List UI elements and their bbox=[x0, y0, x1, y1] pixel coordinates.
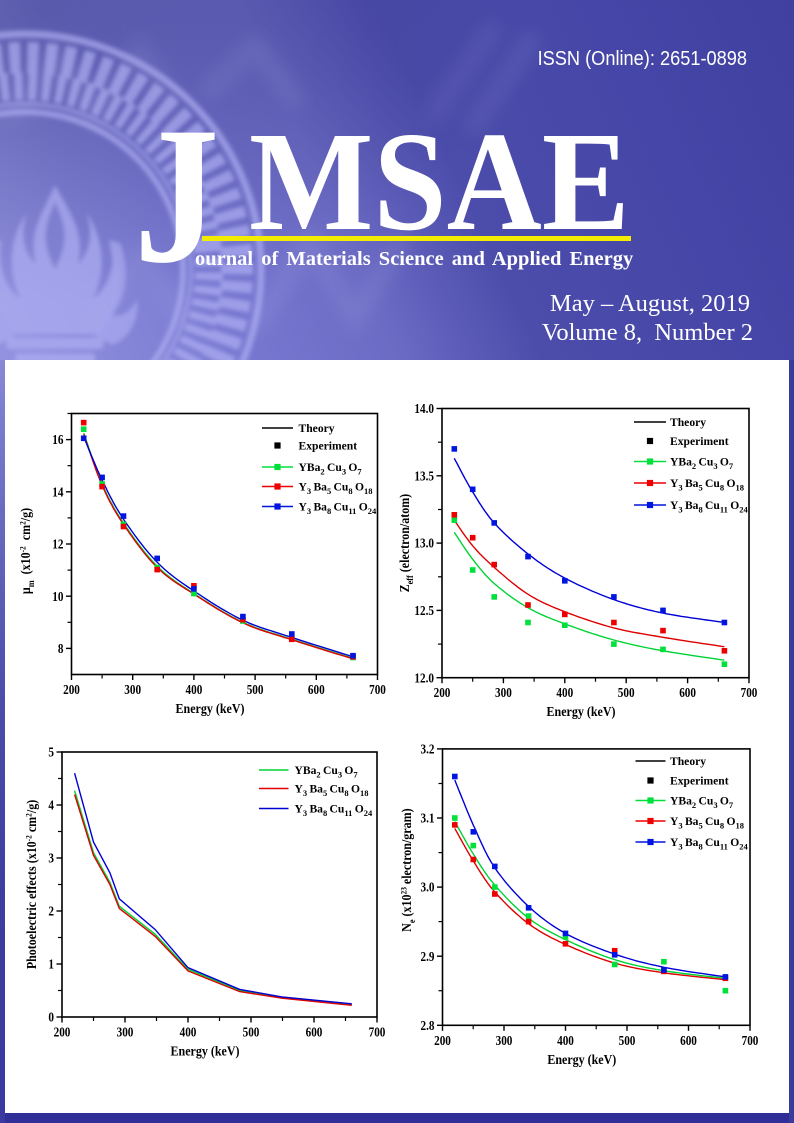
svg-text:12: 12 bbox=[52, 537, 63, 552]
svg-text:1: 1 bbox=[48, 957, 54, 972]
svg-text:16: 16 bbox=[52, 432, 63, 447]
svg-text:400: 400 bbox=[557, 1033, 574, 1048]
svg-text:500: 500 bbox=[618, 685, 635, 700]
svg-text:Experiment: Experiment bbox=[299, 440, 358, 453]
svg-text:YBa2​ Cu3​ O7​: YBa2​ Cu3​ O7​ bbox=[670, 795, 734, 810]
svg-text:200: 200 bbox=[54, 1025, 71, 1040]
svg-text:300: 300 bbox=[117, 1025, 134, 1040]
svg-text:Y3​ Ba8​ Cu11​ O24​: Y3​ Ba8​ Cu11​ O24​ bbox=[295, 803, 374, 818]
svg-text:Y3​ Ba8​ Cu11​ O24​: Y3​ Ba8​ Cu11​ O24​ bbox=[670, 499, 749, 514]
svg-text:400: 400 bbox=[180, 1025, 197, 1040]
svg-text:500: 500 bbox=[619, 1033, 636, 1048]
svg-text:0: 0 bbox=[48, 1010, 54, 1025]
svg-text:400: 400 bbox=[556, 685, 573, 700]
svg-text:YBa2​ Cu3​ O7​: YBa2​ Cu3​ O7​ bbox=[295, 764, 359, 779]
svg-text:400: 400 bbox=[186, 682, 203, 697]
svg-text:14.0: 14.0 bbox=[414, 401, 434, 416]
svg-text:Experiment: Experiment bbox=[670, 775, 729, 788]
svg-text:3.0: 3.0 bbox=[421, 880, 435, 895]
svg-text:2: 2 bbox=[48, 904, 54, 919]
svg-text:Zeff​ (electron/atom): Zeff​ (electron/atom) bbox=[398, 494, 415, 593]
svg-text:12.5: 12.5 bbox=[414, 603, 434, 618]
svg-text:13.0: 13.0 bbox=[414, 536, 434, 551]
svg-text:600: 600 bbox=[306, 1025, 323, 1040]
svg-text:8: 8 bbox=[58, 641, 64, 656]
svg-text:Y3​ Ba5​ Cu8​ O18​: Y3​ Ba5​ Cu8​ O18​ bbox=[670, 815, 744, 830]
svg-text:Experiment: Experiment bbox=[670, 435, 729, 448]
svg-text:700: 700 bbox=[742, 1033, 759, 1048]
svg-text:600: 600 bbox=[308, 682, 325, 697]
svg-text:Energy (keV): Energy (keV) bbox=[171, 1043, 240, 1059]
svg-text:3: 3 bbox=[48, 851, 54, 866]
svg-text:Energy (keV): Energy (keV) bbox=[547, 1051, 616, 1067]
svg-text:Y3​ Ba5​ Cu8​ O18​: Y3​ Ba5​ Cu8​ O18​ bbox=[670, 477, 744, 492]
svg-text:200: 200 bbox=[434, 685, 451, 700]
svg-text:Ne​ (x1023​ electron/gram): Ne​ (x1023​ electron/gram) bbox=[398, 808, 417, 931]
svg-text:700: 700 bbox=[741, 685, 758, 700]
svg-text:600: 600 bbox=[679, 685, 696, 700]
svg-text:12.0: 12.0 bbox=[414, 670, 434, 685]
svg-text:300: 300 bbox=[495, 685, 512, 700]
svg-text:2.8: 2.8 bbox=[421, 1018, 435, 1033]
svg-text:13.5: 13.5 bbox=[414, 468, 434, 483]
svg-text:600: 600 bbox=[680, 1033, 697, 1048]
svg-text:Photoelectric effects (x10-2​: Photoelectric effects (x10-2​ cm2​/g) bbox=[23, 800, 39, 969]
svg-text:Y3​ Ba8​ Cu11​ O24​: Y3​ Ba8​ Cu11​ O24​ bbox=[299, 501, 378, 516]
svg-text:3.2: 3.2 bbox=[421, 742, 435, 757]
svg-text:700: 700 bbox=[369, 682, 386, 697]
svg-text:μm​ (x10-2​ cm2​/g): μm​ (x10-2​ cm2​/g) bbox=[17, 508, 36, 594]
svg-text:Theory: Theory bbox=[670, 755, 706, 768]
svg-text:700: 700 bbox=[369, 1025, 386, 1040]
svg-text:500: 500 bbox=[247, 682, 264, 697]
svg-text:YBa2​ Cu3​ O7​: YBa2​ Cu3​ O7​ bbox=[670, 456, 734, 471]
svg-text:3.1: 3.1 bbox=[421, 811, 435, 826]
svg-text:YBa2​ Cu3​ O7​: YBa2​ Cu3​ O7​ bbox=[299, 461, 363, 476]
svg-text:2.9: 2.9 bbox=[421, 949, 435, 964]
svg-text:500: 500 bbox=[243, 1025, 260, 1040]
svg-text:Y3​ Ba8​ Cu11​ O24​: Y3​ Ba8​ Cu11​ O24​ bbox=[670, 836, 749, 851]
svg-text:14: 14 bbox=[52, 484, 63, 499]
svg-text:Energy (keV): Energy (keV) bbox=[547, 703, 616, 719]
svg-text:200: 200 bbox=[434, 1033, 451, 1048]
svg-text:Y3​ Ba5​ Cu8​ O18​: Y3​ Ba5​ Cu8​ O18​ bbox=[295, 783, 369, 798]
svg-text:Theory: Theory bbox=[299, 422, 335, 435]
svg-text:5: 5 bbox=[48, 745, 54, 760]
svg-text:Theory: Theory bbox=[670, 416, 706, 429]
svg-text:Energy (keV): Energy (keV) bbox=[176, 700, 245, 716]
svg-text:10: 10 bbox=[52, 589, 63, 604]
svg-text:4: 4 bbox=[48, 798, 54, 813]
svg-text:300: 300 bbox=[496, 1033, 513, 1048]
svg-text:200: 200 bbox=[63, 682, 80, 697]
svg-text:Y3​ Ba5​ Cu8​ O18​: Y3​ Ba5​ Cu8​ O18​ bbox=[299, 481, 373, 496]
svg-text:300: 300 bbox=[124, 682, 141, 697]
